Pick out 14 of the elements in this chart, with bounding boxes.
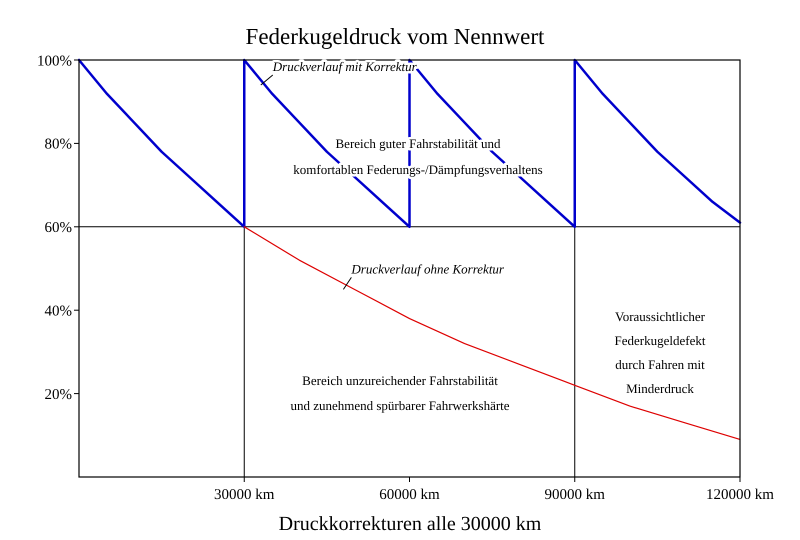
annotation: Druckverlauf ohne Korrektur <box>350 261 505 276</box>
annotation: Bereich unzureichender Fahrstabilität und zunehmend spürbarer Fahrwerkshärte <box>290 373 510 413</box>
x-axis-title: Druckkorrekturen alle 30000 km <box>278 513 542 535</box>
y-tick-label: 40% <box>44 303 72 320</box>
x-tick-label: 60000 km <box>379 487 440 503</box>
chart-title: Federkugeldruck vom Nennwert <box>246 24 546 49</box>
x-tick-label: 90000 km <box>544 487 606 503</box>
y-tick-label: 80% <box>44 136 72 153</box>
y-tick-label: 20% <box>44 386 72 403</box>
annotation: Voraussichtlicher Federkugeldefekt durch Fahren mit Minderdruck <box>614 309 706 396</box>
y-tick-label: 60% <box>44 220 72 236</box>
x-tick-label: 120000 km <box>706 487 774 503</box>
x-tick-label: 30000 km <box>214 487 275 503</box>
y-tick-label: 100% <box>37 53 72 70</box>
